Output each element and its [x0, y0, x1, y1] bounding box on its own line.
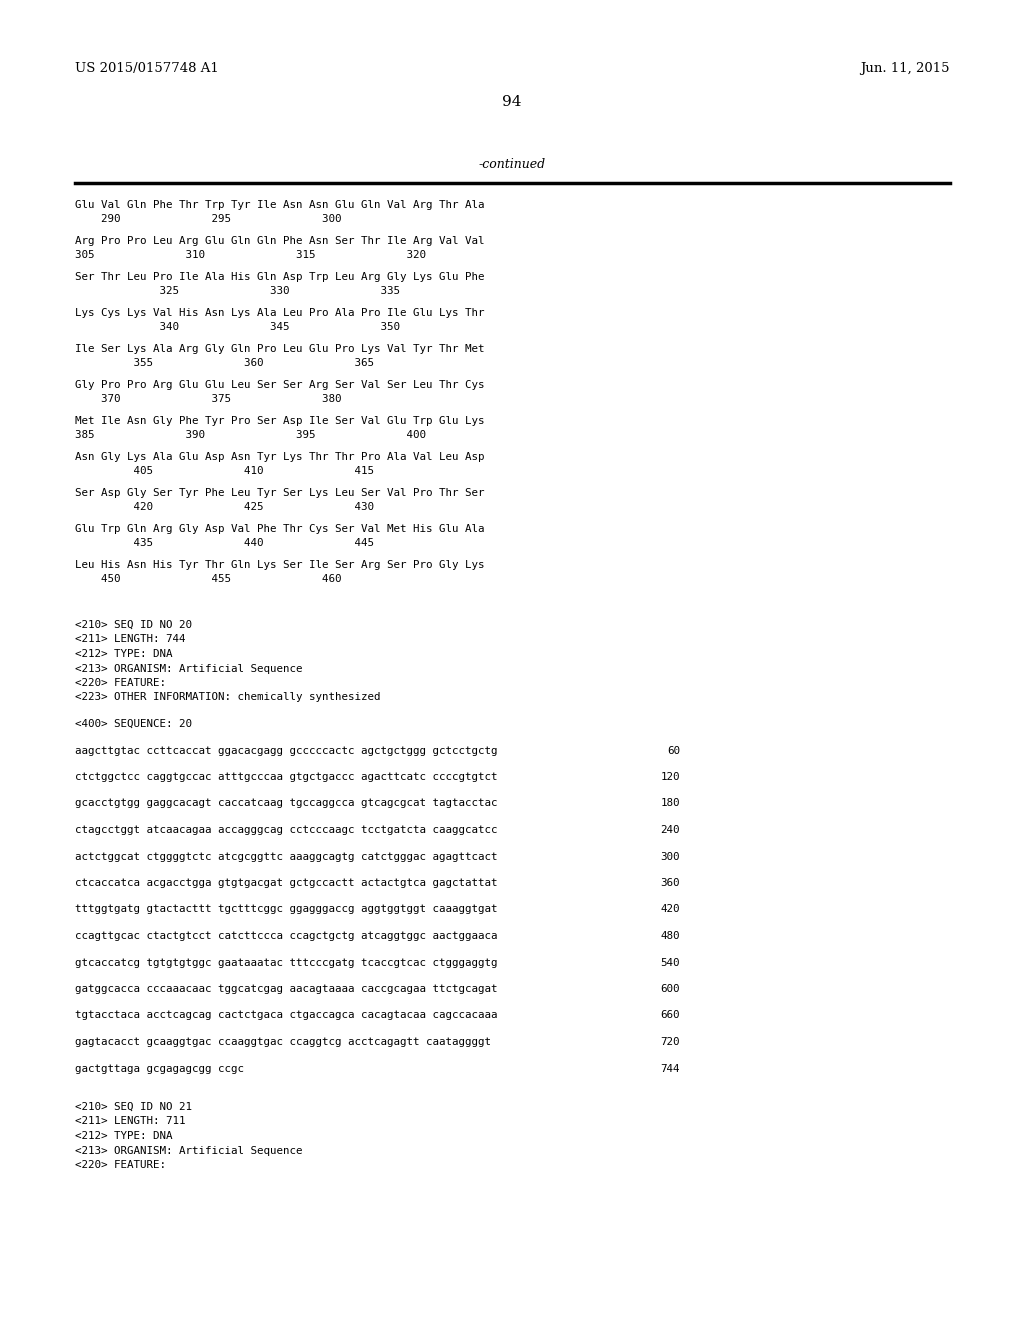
Text: Ser Thr Leu Pro Ile Ala His Gln Asp Trp Leu Arg Gly Lys Glu Phe: Ser Thr Leu Pro Ile Ala His Gln Asp Trp …: [75, 272, 484, 282]
Text: tgtacctaca acctcagcag cactctgaca ctgaccagca cacagtacaa cagccacaaa: tgtacctaca acctcagcag cactctgaca ctgacca…: [75, 1011, 498, 1020]
Text: Glu Val Gln Phe Thr Trp Tyr Ile Asn Asn Glu Gln Val Arg Thr Ala: Glu Val Gln Phe Thr Trp Tyr Ile Asn Asn …: [75, 201, 484, 210]
Text: Lys Cys Lys Val His Asn Lys Ala Leu Pro Ala Pro Ile Glu Lys Thr: Lys Cys Lys Val His Asn Lys Ala Leu Pro …: [75, 308, 484, 318]
Text: 305              310              315              320: 305 310 315 320: [75, 251, 426, 260]
Text: 480: 480: [660, 931, 680, 941]
Text: 300: 300: [660, 851, 680, 862]
Text: 420: 420: [660, 904, 680, 915]
Text: Met Ile Asn Gly Phe Tyr Pro Ser Asp Ile Ser Val Glu Trp Glu Lys: Met Ile Asn Gly Phe Tyr Pro Ser Asp Ile …: [75, 416, 484, 426]
Text: <211> LENGTH: 744: <211> LENGTH: 744: [75, 635, 185, 644]
Text: 290              295              300: 290 295 300: [75, 214, 341, 224]
Text: 540: 540: [660, 957, 680, 968]
Text: <213> ORGANISM: Artificial Sequence: <213> ORGANISM: Artificial Sequence: [75, 1146, 302, 1155]
Text: 325              330              335: 325 330 335: [75, 286, 400, 297]
Text: actctggcat ctggggtctc atcgcggttc aaaggcagtg catctgggac agagttcact: actctggcat ctggggtctc atcgcggttc aaaggca…: [75, 851, 498, 862]
Text: 370              375              380: 370 375 380: [75, 395, 341, 404]
Text: Ile Ser Lys Ala Arg Gly Gln Pro Leu Glu Pro Lys Val Tyr Thr Met: Ile Ser Lys Ala Arg Gly Gln Pro Leu Glu …: [75, 345, 484, 354]
Text: 435              440              445: 435 440 445: [75, 539, 374, 549]
Text: 720: 720: [660, 1038, 680, 1047]
Text: ccagttgcac ctactgtcct catcttccca ccagctgctg atcaggtggc aactggaaca: ccagttgcac ctactgtcct catcttccca ccagctg…: [75, 931, 498, 941]
Text: Ser Asp Gly Ser Tyr Phe Leu Tyr Ser Lys Leu Ser Val Pro Thr Ser: Ser Asp Gly Ser Tyr Phe Leu Tyr Ser Lys …: [75, 488, 484, 498]
Text: 385              390              395              400: 385 390 395 400: [75, 430, 426, 441]
Text: Asn Gly Lys Ala Glu Asp Asn Tyr Lys Thr Thr Pro Ala Val Leu Asp: Asn Gly Lys Ala Glu Asp Asn Tyr Lys Thr …: [75, 451, 484, 462]
Text: <212> TYPE: DNA: <212> TYPE: DNA: [75, 649, 172, 659]
Text: 405              410              415: 405 410 415: [75, 466, 374, 477]
Text: Glu Trp Gln Arg Gly Asp Val Phe Thr Cys Ser Val Met His Glu Ala: Glu Trp Gln Arg Gly Asp Val Phe Thr Cys …: [75, 524, 484, 535]
Text: 340              345              350: 340 345 350: [75, 322, 400, 333]
Text: 660: 660: [660, 1011, 680, 1020]
Text: 60: 60: [667, 746, 680, 755]
Text: ctagcctggt atcaacagaa accagggcag cctcccaagc tcctgatcta caaggcatcc: ctagcctggt atcaacagaa accagggcag cctccca…: [75, 825, 498, 836]
Text: 450              455              460: 450 455 460: [75, 574, 341, 585]
Text: 240: 240: [660, 825, 680, 836]
Text: gtcaccatcg tgtgtgtggc gaataaatac tttcccgatg tcaccgtcac ctgggaggtg: gtcaccatcg tgtgtgtggc gaataaatac tttcccg…: [75, 957, 498, 968]
Text: gcacctgtgg gaggcacagt caccatcaag tgccaggcca gtcagcgcat tagtacctac: gcacctgtgg gaggcacagt caccatcaag tgccagg…: [75, 799, 498, 808]
Text: gactgttaga gcgagagcgg ccgc: gactgttaga gcgagagcgg ccgc: [75, 1064, 244, 1073]
Text: <211> LENGTH: 711: <211> LENGTH: 711: [75, 1117, 185, 1126]
Text: <220> FEATURE:: <220> FEATURE:: [75, 678, 166, 688]
Text: 600: 600: [660, 983, 680, 994]
Text: 120: 120: [660, 772, 680, 781]
Text: Gly Pro Pro Arg Glu Glu Leu Ser Ser Arg Ser Val Ser Leu Thr Cys: Gly Pro Pro Arg Glu Glu Leu Ser Ser Arg …: [75, 380, 484, 389]
Text: 180: 180: [660, 799, 680, 808]
Text: <223> OTHER INFORMATION: chemically synthesized: <223> OTHER INFORMATION: chemically synt…: [75, 693, 381, 702]
Text: 94: 94: [502, 95, 522, 110]
Text: -continued: -continued: [478, 158, 546, 172]
Text: 744: 744: [660, 1064, 680, 1073]
Text: 420              425              430: 420 425 430: [75, 503, 374, 512]
Text: <220> FEATURE:: <220> FEATURE:: [75, 1160, 166, 1170]
Text: US 2015/0157748 A1: US 2015/0157748 A1: [75, 62, 219, 75]
Text: Leu His Asn His Tyr Thr Gln Lys Ser Ile Ser Arg Ser Pro Gly Lys: Leu His Asn His Tyr Thr Gln Lys Ser Ile …: [75, 560, 484, 570]
Text: 360: 360: [660, 878, 680, 888]
Text: ctcaccatca acgacctgga gtgtgacgat gctgccactt actactgtca gagctattat: ctcaccatca acgacctgga gtgtgacgat gctgcca…: [75, 878, 498, 888]
Text: gatggcacca cccaaacaac tggcatcgag aacagtaaaa caccgcagaa ttctgcagat: gatggcacca cccaaacaac tggcatcgag aacagta…: [75, 983, 498, 994]
Text: Jun. 11, 2015: Jun. 11, 2015: [860, 62, 950, 75]
Text: <212> TYPE: DNA: <212> TYPE: DNA: [75, 1131, 172, 1140]
Text: gagtacacct gcaaggtgac ccaaggtgac ccaggtcg acctcagagtt caataggggt: gagtacacct gcaaggtgac ccaaggtgac ccaggtc…: [75, 1038, 490, 1047]
Text: ctctggctcc caggtgccac atttgcccaa gtgctgaccc agacttcatc ccccgtgtct: ctctggctcc caggtgccac atttgcccaa gtgctga…: [75, 772, 498, 781]
Text: <213> ORGANISM: Artificial Sequence: <213> ORGANISM: Artificial Sequence: [75, 664, 302, 673]
Text: aagcttgtac ccttcaccat ggacacgagg gcccccactc agctgctggg gctcctgctg: aagcttgtac ccttcaccat ggacacgagg gccccca…: [75, 746, 498, 755]
Text: <210> SEQ ID NO 20: <210> SEQ ID NO 20: [75, 620, 193, 630]
Text: Arg Pro Pro Leu Arg Glu Gln Gln Phe Asn Ser Thr Ile Arg Val Val: Arg Pro Pro Leu Arg Glu Gln Gln Phe Asn …: [75, 236, 484, 246]
Text: <210> SEQ ID NO 21: <210> SEQ ID NO 21: [75, 1102, 193, 1111]
Text: 355              360              365: 355 360 365: [75, 359, 374, 368]
Text: tttggtgatg gtactacttt tgctttcggc ggagggaccg aggtggtggt caaaggtgat: tttggtgatg gtactacttt tgctttcggc ggaggga…: [75, 904, 498, 915]
Text: <400> SEQUENCE: 20: <400> SEQUENCE: 20: [75, 719, 193, 729]
